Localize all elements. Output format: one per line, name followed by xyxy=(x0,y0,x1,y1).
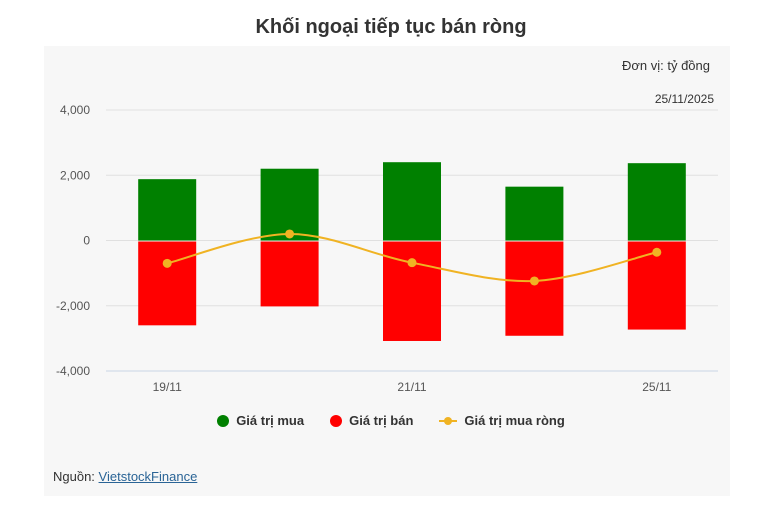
x-tick-label: 21/11 xyxy=(397,380,426,394)
bar-buy xyxy=(383,162,441,241)
net-point xyxy=(652,247,662,257)
legend: Giá trị mua Giá trị bán Giá trị mua ròng xyxy=(0,413,782,428)
y-tick-label: 2,000 xyxy=(60,168,90,182)
legend-item-buy[interactable]: Giá trị mua xyxy=(217,413,304,428)
bar-buy xyxy=(627,163,686,241)
net-point xyxy=(407,258,417,268)
legend-label-sell: Giá trị bán xyxy=(349,413,414,428)
legend-item-sell[interactable]: Giá trị bán xyxy=(330,413,413,428)
bar-buy xyxy=(505,186,564,241)
net-point xyxy=(285,229,295,239)
source-prefix: Nguồn: xyxy=(53,469,99,484)
source-note: Nguồn: VietstockFinance xyxy=(53,469,197,484)
x-tick-label: 25/11 xyxy=(642,380,671,394)
legend-marker-buy xyxy=(217,414,230,427)
legend-marker-net xyxy=(439,415,458,427)
bar-sell xyxy=(138,241,197,326)
bar-sell xyxy=(260,241,319,307)
legend-label-net: Giá trị mua ròng xyxy=(464,413,565,428)
legend-label-buy: Giá trị mua xyxy=(236,413,305,428)
legend-marker-sell xyxy=(330,414,343,427)
bar-buy xyxy=(138,179,197,241)
net-point xyxy=(529,276,539,286)
y-tick-label: -2,000 xyxy=(56,299,90,313)
x-tick-label: 19/11 xyxy=(153,380,182,394)
y-tick-label: 0 xyxy=(83,234,90,248)
bar-buy xyxy=(260,168,319,241)
date-label: 25/11/2025 xyxy=(654,92,714,106)
bar-sell xyxy=(383,241,441,341)
unit-label: Đơn vị: tỷ đồng xyxy=(621,58,710,73)
legend-item-net[interactable]: Giá trị mua ròng xyxy=(439,413,565,428)
y-tick-label: -4,000 xyxy=(56,364,90,378)
bar-sell xyxy=(505,241,564,336)
chart-title: Khối ngoại tiếp tục bán ròng xyxy=(255,16,527,38)
net-point xyxy=(162,258,172,268)
source-link[interactable]: VietstockFinance xyxy=(98,469,198,484)
y-tick-label: 4,000 xyxy=(60,103,90,117)
